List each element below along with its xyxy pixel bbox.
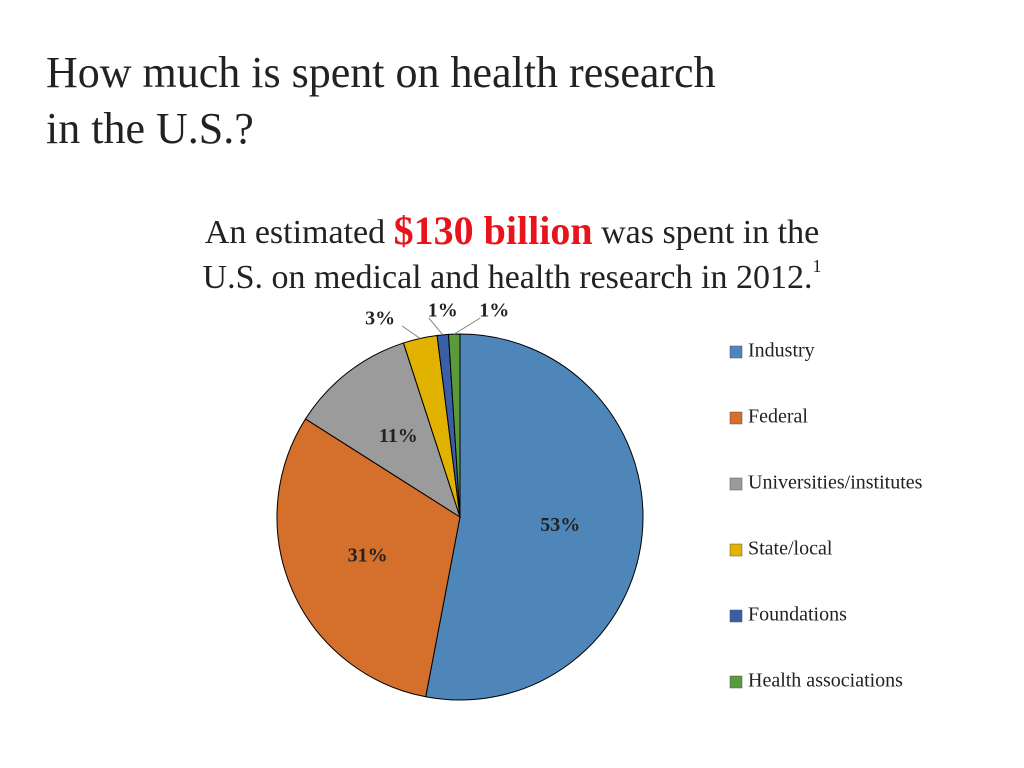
subtitle-text: was spent in the (601, 214, 819, 251)
legend-swatch (729, 609, 743, 623)
data-label: 1% (428, 300, 458, 322)
subtitle-text: An estimated (205, 214, 385, 251)
leader-line (401, 325, 421, 339)
pie-slice (425, 333, 644, 701)
legend-label: Health associations (748, 670, 903, 692)
subtitle-text: U.S. on medical and health research in 2… (203, 259, 813, 296)
legend-swatch (729, 345, 743, 359)
leader-line (453, 317, 481, 335)
data-label: 31% (348, 545, 388, 567)
pie-slice (447, 333, 461, 518)
data-label: 3% (365, 308, 395, 330)
legend-label: Federal (748, 406, 808, 428)
title-line: How much is spent on health research (46, 48, 716, 97)
legend-label: State/local (748, 538, 833, 560)
title-line: in the U.S.? (46, 104, 254, 153)
subtitle-line: An estimated $130 billion was spent in t… (205, 208, 819, 253)
leader-line (428, 317, 444, 336)
footnote-mark: 1 (812, 256, 821, 276)
legend-label: Industry (748, 340, 815, 362)
legend-swatch (729, 675, 743, 689)
data-label: 1% (479, 300, 509, 322)
legend-swatch (729, 411, 743, 425)
legend-swatch (729, 477, 743, 491)
legend-swatch (729, 543, 743, 557)
subtitle-line: U.S. on medical and health research in 2… (203, 256, 822, 296)
pie-slice (304, 342, 461, 519)
subtitle-highlight: $130 billion (394, 208, 593, 253)
legend-label: Universities/institutes (748, 472, 923, 494)
data-label: 53% (540, 514, 580, 536)
data-label: 11% (379, 425, 418, 447)
legend-label: Foundations (748, 604, 847, 626)
